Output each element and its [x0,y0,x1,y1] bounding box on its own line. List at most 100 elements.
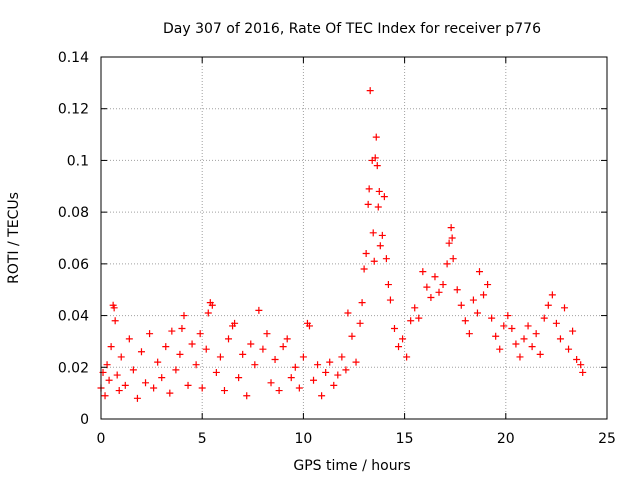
data-point [565,345,573,353]
data-point [162,343,170,351]
y-tick-label: 0 [80,412,89,428]
data-point [279,343,287,351]
data-point [247,340,255,348]
data-point [291,363,299,371]
data-point [520,335,528,343]
data-point [508,325,516,332]
data-point [469,296,477,304]
data-point [384,281,392,289]
data-point [105,376,113,384]
data-point [348,332,356,340]
data-point [423,283,431,291]
data-point [415,314,423,322]
data-point [344,309,352,317]
y-tick-label: 0.06 [58,257,89,273]
data-point [484,281,492,289]
data-point [107,343,115,351]
data-point [154,358,162,366]
data-point [573,356,581,364]
data-point [579,368,587,376]
y-axis-label: ROTI / TECUs [6,192,22,284]
data-point [158,374,166,382]
data-point [192,361,200,369]
data-point [305,322,313,330]
data-point [380,193,388,201]
data-point [461,317,469,325]
data-point [427,293,435,301]
data-point [352,358,360,366]
data-point [111,317,119,325]
data-point [180,312,188,320]
data-point [360,265,368,273]
data-point [129,366,137,374]
y-tick-label: 0.04 [58,309,89,325]
data-point [492,332,500,340]
data-point [220,387,228,395]
data-point [168,327,176,335]
data-point [449,255,457,263]
data-point [101,392,109,400]
x-tick-label: 0 [97,431,106,447]
data-point [243,392,251,400]
data-point [137,348,145,356]
data-point [577,361,585,369]
y-tick-label: 0.02 [58,360,89,376]
data-point [146,330,154,338]
data-point [362,250,370,258]
data-point [121,381,129,389]
data-point [259,345,267,353]
data-point [536,350,544,358]
data-point [117,353,125,361]
data-point [504,312,512,320]
data-point [255,306,263,314]
data-point [283,335,291,343]
data-point [378,231,386,239]
x-axis-label: GPS time / hours [293,458,410,474]
data-point [399,335,407,343]
data-point [115,387,123,395]
data-point [338,353,346,361]
data-point [480,291,488,299]
data-point [443,260,451,268]
x-tick-label: 25 [598,431,616,447]
data-point [419,268,427,276]
data-point [371,154,379,162]
data-point [473,309,481,317]
data-point [560,304,568,312]
data-point [310,376,318,384]
data-point [208,301,216,309]
data-point [287,374,295,382]
data-point [110,304,118,312]
data-point [448,234,456,242]
data-point [374,203,382,211]
data-point [188,340,196,348]
data-point [475,268,483,276]
data-point [465,330,473,338]
data-point [382,255,390,263]
y-tick-label: 0.14 [58,50,89,66]
chart-title: Day 307 of 2016, Rate Of TEC Index for r… [163,21,541,37]
data-point [500,322,508,330]
data-point [239,350,247,358]
data-point [196,330,204,338]
data-point [366,87,374,95]
data-point [411,304,419,312]
data-point [457,301,465,309]
y-tick-label: 0.12 [58,102,89,118]
data-point [125,335,133,343]
data-point [271,356,279,364]
data-point [445,239,453,247]
data-point [295,384,303,392]
x-tick-label: 15 [396,431,414,447]
data-point [540,314,548,322]
data-point [263,330,271,338]
data-point [552,319,560,327]
data-point [172,366,180,374]
data-point [202,345,210,353]
data-point [373,162,381,170]
data-point [275,387,283,395]
data-point [204,309,212,317]
data-point [142,379,150,387]
data-point [372,133,380,141]
